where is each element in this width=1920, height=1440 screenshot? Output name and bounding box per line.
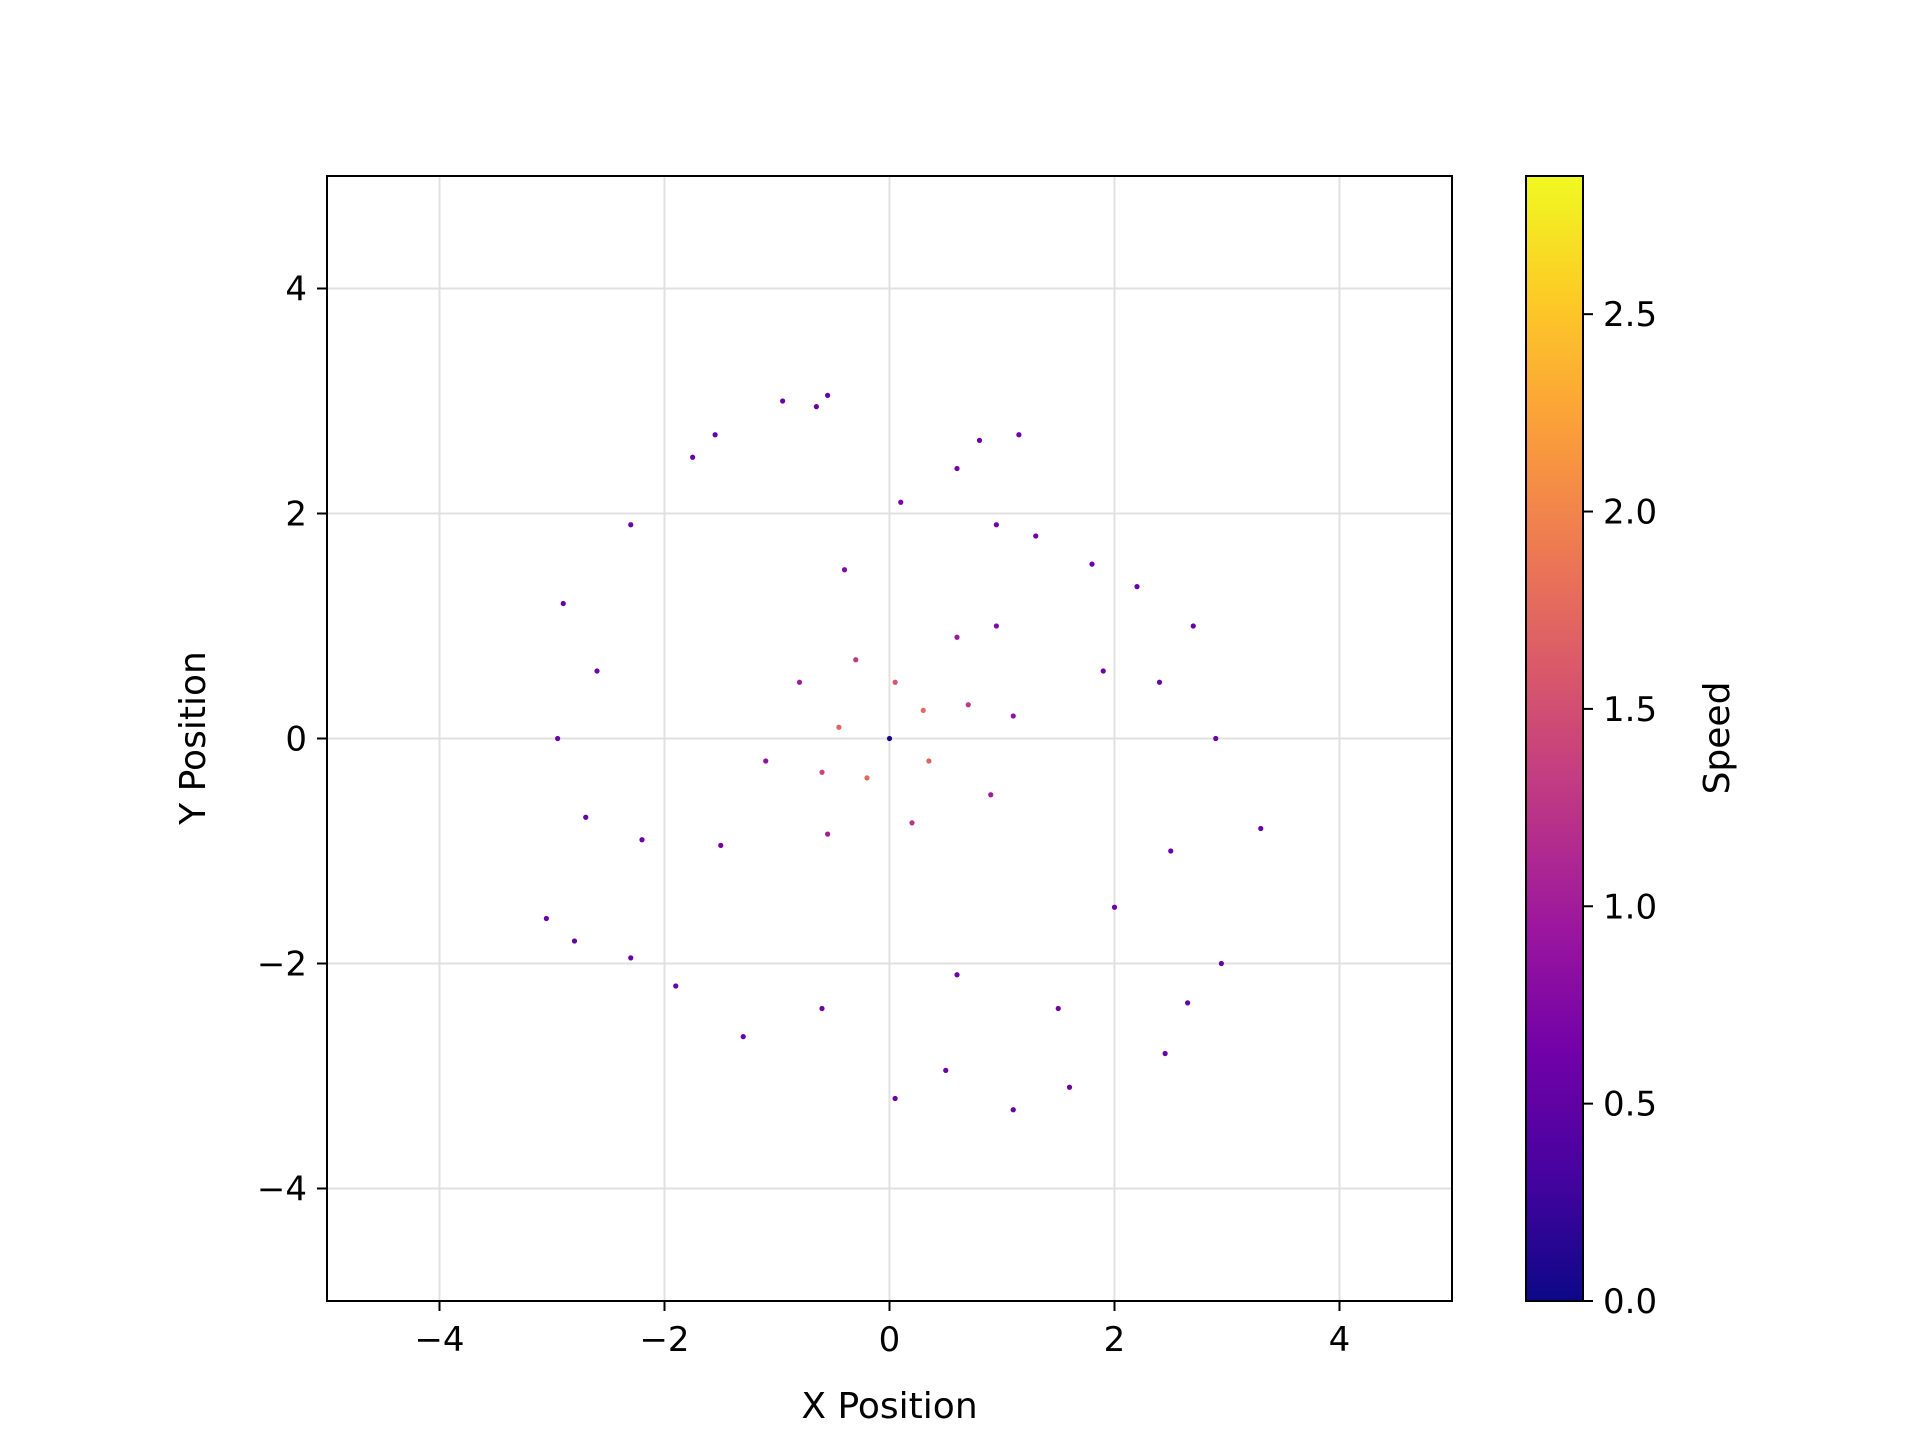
colorbar-tick-label: 0.0 <box>1603 1282 1657 1322</box>
scatter-point <box>718 842 724 848</box>
scatter-point <box>1100 668 1106 674</box>
scatter-point <box>1066 1084 1073 1090</box>
scatter-point <box>813 404 819 410</box>
scatter-point <box>909 820 915 826</box>
scatter-point <box>1258 825 1264 832</box>
scatter-point <box>1185 1000 1191 1006</box>
x-tick-label: 4 <box>1329 1320 1351 1360</box>
scatter-point <box>853 657 859 663</box>
y-tick-label: 2 <box>285 495 307 535</box>
scatter-point <box>976 437 983 443</box>
x-axis-label: X Position <box>801 1386 977 1427</box>
scatter-point <box>819 769 825 775</box>
scatter-point <box>926 758 932 764</box>
x-tick-label: 0 <box>879 1320 901 1360</box>
colorbar-gradient <box>1526 176 1583 1301</box>
scatter-point <box>639 837 645 843</box>
scatter-point <box>1190 623 1196 629</box>
scatter-point <box>898 499 904 505</box>
scatter-point <box>993 623 999 629</box>
scatter-point <box>628 955 634 961</box>
colorbar-ticks: 0.0 0.5 1.0 1.5 2.0 2.5 <box>1583 295 1657 1322</box>
scatter-point <box>988 792 994 798</box>
scatter-point <box>543 915 549 922</box>
colorbar-frame <box>1525 175 1584 1302</box>
scatter-point <box>954 972 960 978</box>
colorbar-tick-label: 2.0 <box>1603 493 1657 533</box>
scatter-point <box>819 1005 825 1012</box>
scatter-point <box>886 735 893 742</box>
scatter-point <box>892 679 898 685</box>
x-tick-label: −2 <box>639 1320 689 1360</box>
colorbar-tick-label: 2.5 <box>1603 295 1657 335</box>
scatter-point <box>1213 735 1219 742</box>
scatter-point <box>628 522 634 528</box>
scatter-point <box>560 600 566 607</box>
colorbar-label: Speed <box>1697 682 1738 795</box>
scatter-point <box>594 668 600 674</box>
scatter-point <box>841 567 848 573</box>
scatter-point <box>1168 848 1174 854</box>
scatter-point <box>571 938 578 944</box>
y-tick-label: 4 <box>285 270 307 310</box>
scatter-point <box>1218 960 1224 967</box>
y-tick-label: 0 <box>285 720 307 760</box>
scatter-point <box>583 814 589 820</box>
y-tick-label: −4 <box>257 1170 307 1210</box>
colorbar-tick-label: 1.0 <box>1603 887 1657 927</box>
scatter-point <box>943 1067 949 1073</box>
scatter-point <box>864 775 870 781</box>
scatter-point <box>892 1095 898 1102</box>
scatter-point <box>1016 432 1022 438</box>
plot-area: −4 −2 0 2 4 −4 −2 0 2 4 <box>257 175 1453 1360</box>
scatter-point <box>993 522 999 528</box>
scatter-point <box>825 831 831 837</box>
scatter-point <box>712 432 718 438</box>
scatter-point <box>673 983 679 989</box>
scatter-point <box>825 392 831 398</box>
scatter-point <box>965 702 971 708</box>
scatter-point <box>1033 533 1039 539</box>
scatter-point <box>690 454 696 460</box>
scatter-point <box>1156 679 1163 685</box>
scatter-point <box>1089 561 1095 567</box>
colorbar-tick-label: 1.5 <box>1603 690 1657 730</box>
scatter-points <box>543 392 1264 1113</box>
scatter-point <box>1134 584 1140 590</box>
y-axis-label: Y Position <box>173 651 214 826</box>
colorbar: 0.0 0.5 1.0 1.5 2.0 2.5 Speed <box>1525 175 1738 1322</box>
scatter-point <box>836 724 842 730</box>
scatter-point <box>740 1034 746 1040</box>
y-axis-ticks: −4 −2 0 2 4 <box>257 270 327 1210</box>
scatter-point <box>1055 1005 1061 1012</box>
scatter-point <box>954 465 960 472</box>
scatter-point <box>920 707 926 713</box>
scatter-point <box>1010 713 1016 719</box>
scatter-point <box>555 735 561 742</box>
x-axis-ticks: −4 −2 0 2 4 <box>414 1301 1350 1360</box>
scatter-point <box>1111 904 1118 910</box>
scatter-point <box>796 679 803 685</box>
scatter-point <box>780 398 786 404</box>
x-tick-label: −4 <box>414 1320 464 1360</box>
colorbar-tick-label: 0.5 <box>1603 1085 1657 1125</box>
x-tick-label: 2 <box>1104 1320 1126 1360</box>
scatter-point <box>763 758 769 764</box>
scatter-point <box>1162 1050 1168 1057</box>
scatter-point <box>1010 1107 1016 1113</box>
y-tick-label: −2 <box>257 945 307 985</box>
scatter-point <box>954 634 960 640</box>
